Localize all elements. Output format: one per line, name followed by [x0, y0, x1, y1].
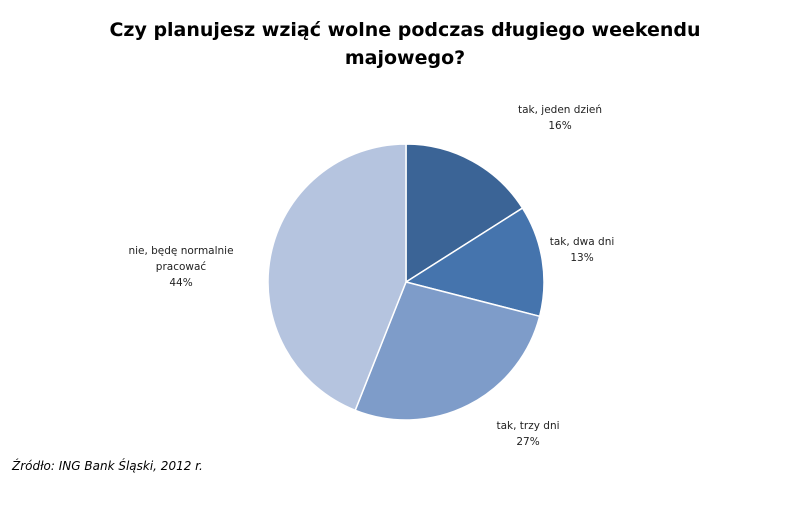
slice-label-value: 44%: [169, 277, 193, 289]
pie-slice-jeden-dzien: [405, 143, 524, 283]
slice-label-nie: nie, będę normalnie pracować 44%: [118, 243, 244, 291]
slice-label-value: 27%: [516, 436, 540, 448]
chart-title: Czy planujesz wziąć wolne podczas długie…: [109, 19, 701, 69]
slice-label-value: 13%: [570, 252, 594, 264]
slice-label-jeden-dzien: tak, jeden dzień 16%: [505, 102, 615, 134]
slice-label-text: tak, dwa dni: [549, 236, 615, 248]
slice-label-text: tak, trzy dni: [496, 420, 560, 432]
pie-slice-dwa-dni: [405, 207, 545, 318]
slice-label-value: 16%: [548, 120, 572, 132]
slice-label-dwa-dni: tak, dwa dni 13%: [532, 234, 632, 266]
slice-label-text: tak, jeden dzień: [517, 104, 602, 116]
pie-slice-nie: [267, 143, 407, 412]
source-note: Źródło: ING Bank Śląski, 2012 r.: [12, 459, 203, 473]
slice-label-trzy-dni: tak, trzy dni 27%: [478, 418, 578, 450]
pie-slice-trzy-dni: [354, 281, 541, 421]
slice-label-text: nie, będę normalnie pracować: [128, 245, 234, 273]
